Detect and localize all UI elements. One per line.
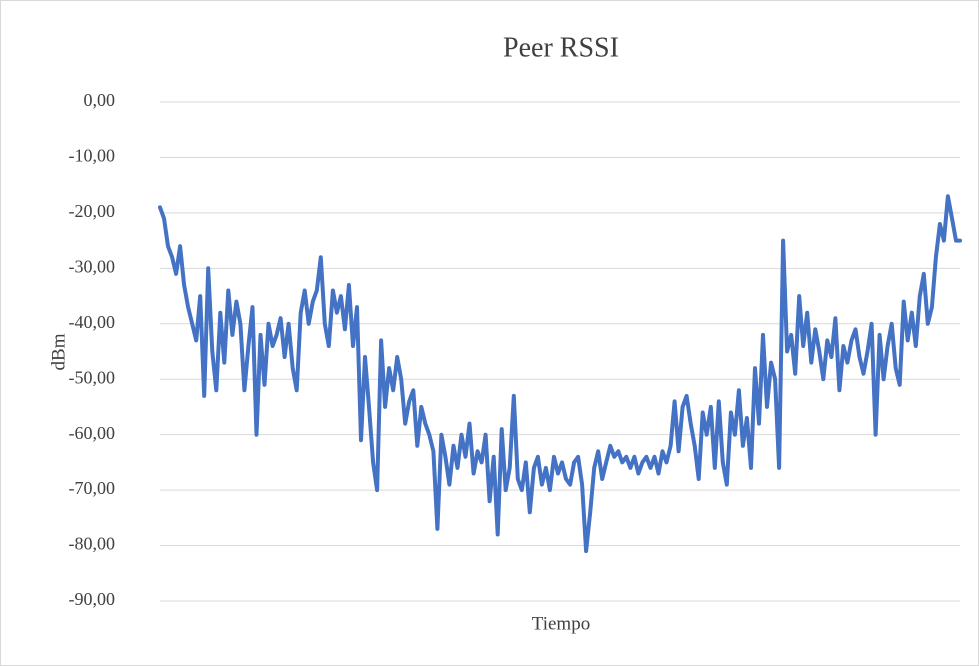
y-tick-label: -90,00	[69, 589, 116, 609]
y-tick-label: -10,00	[69, 146, 116, 166]
y-tick-label: -80,00	[69, 534, 116, 554]
chart-title: Peer RSSI	[503, 32, 619, 63]
y-tick-label: -60,00	[69, 423, 116, 443]
y-tick-label: 0,00	[84, 90, 116, 110]
x-axis-label: Tiempo	[532, 613, 590, 634]
y-axis-label: dBm	[48, 333, 69, 370]
y-tick-label: -40,00	[69, 312, 116, 332]
data-line	[158, 194, 962, 554]
y-tick-label: -50,00	[69, 367, 116, 387]
y-tick-label: -20,00	[69, 201, 116, 221]
y-tick-label: -70,00	[69, 478, 116, 498]
y-tick-label: -30,00	[69, 256, 116, 276]
